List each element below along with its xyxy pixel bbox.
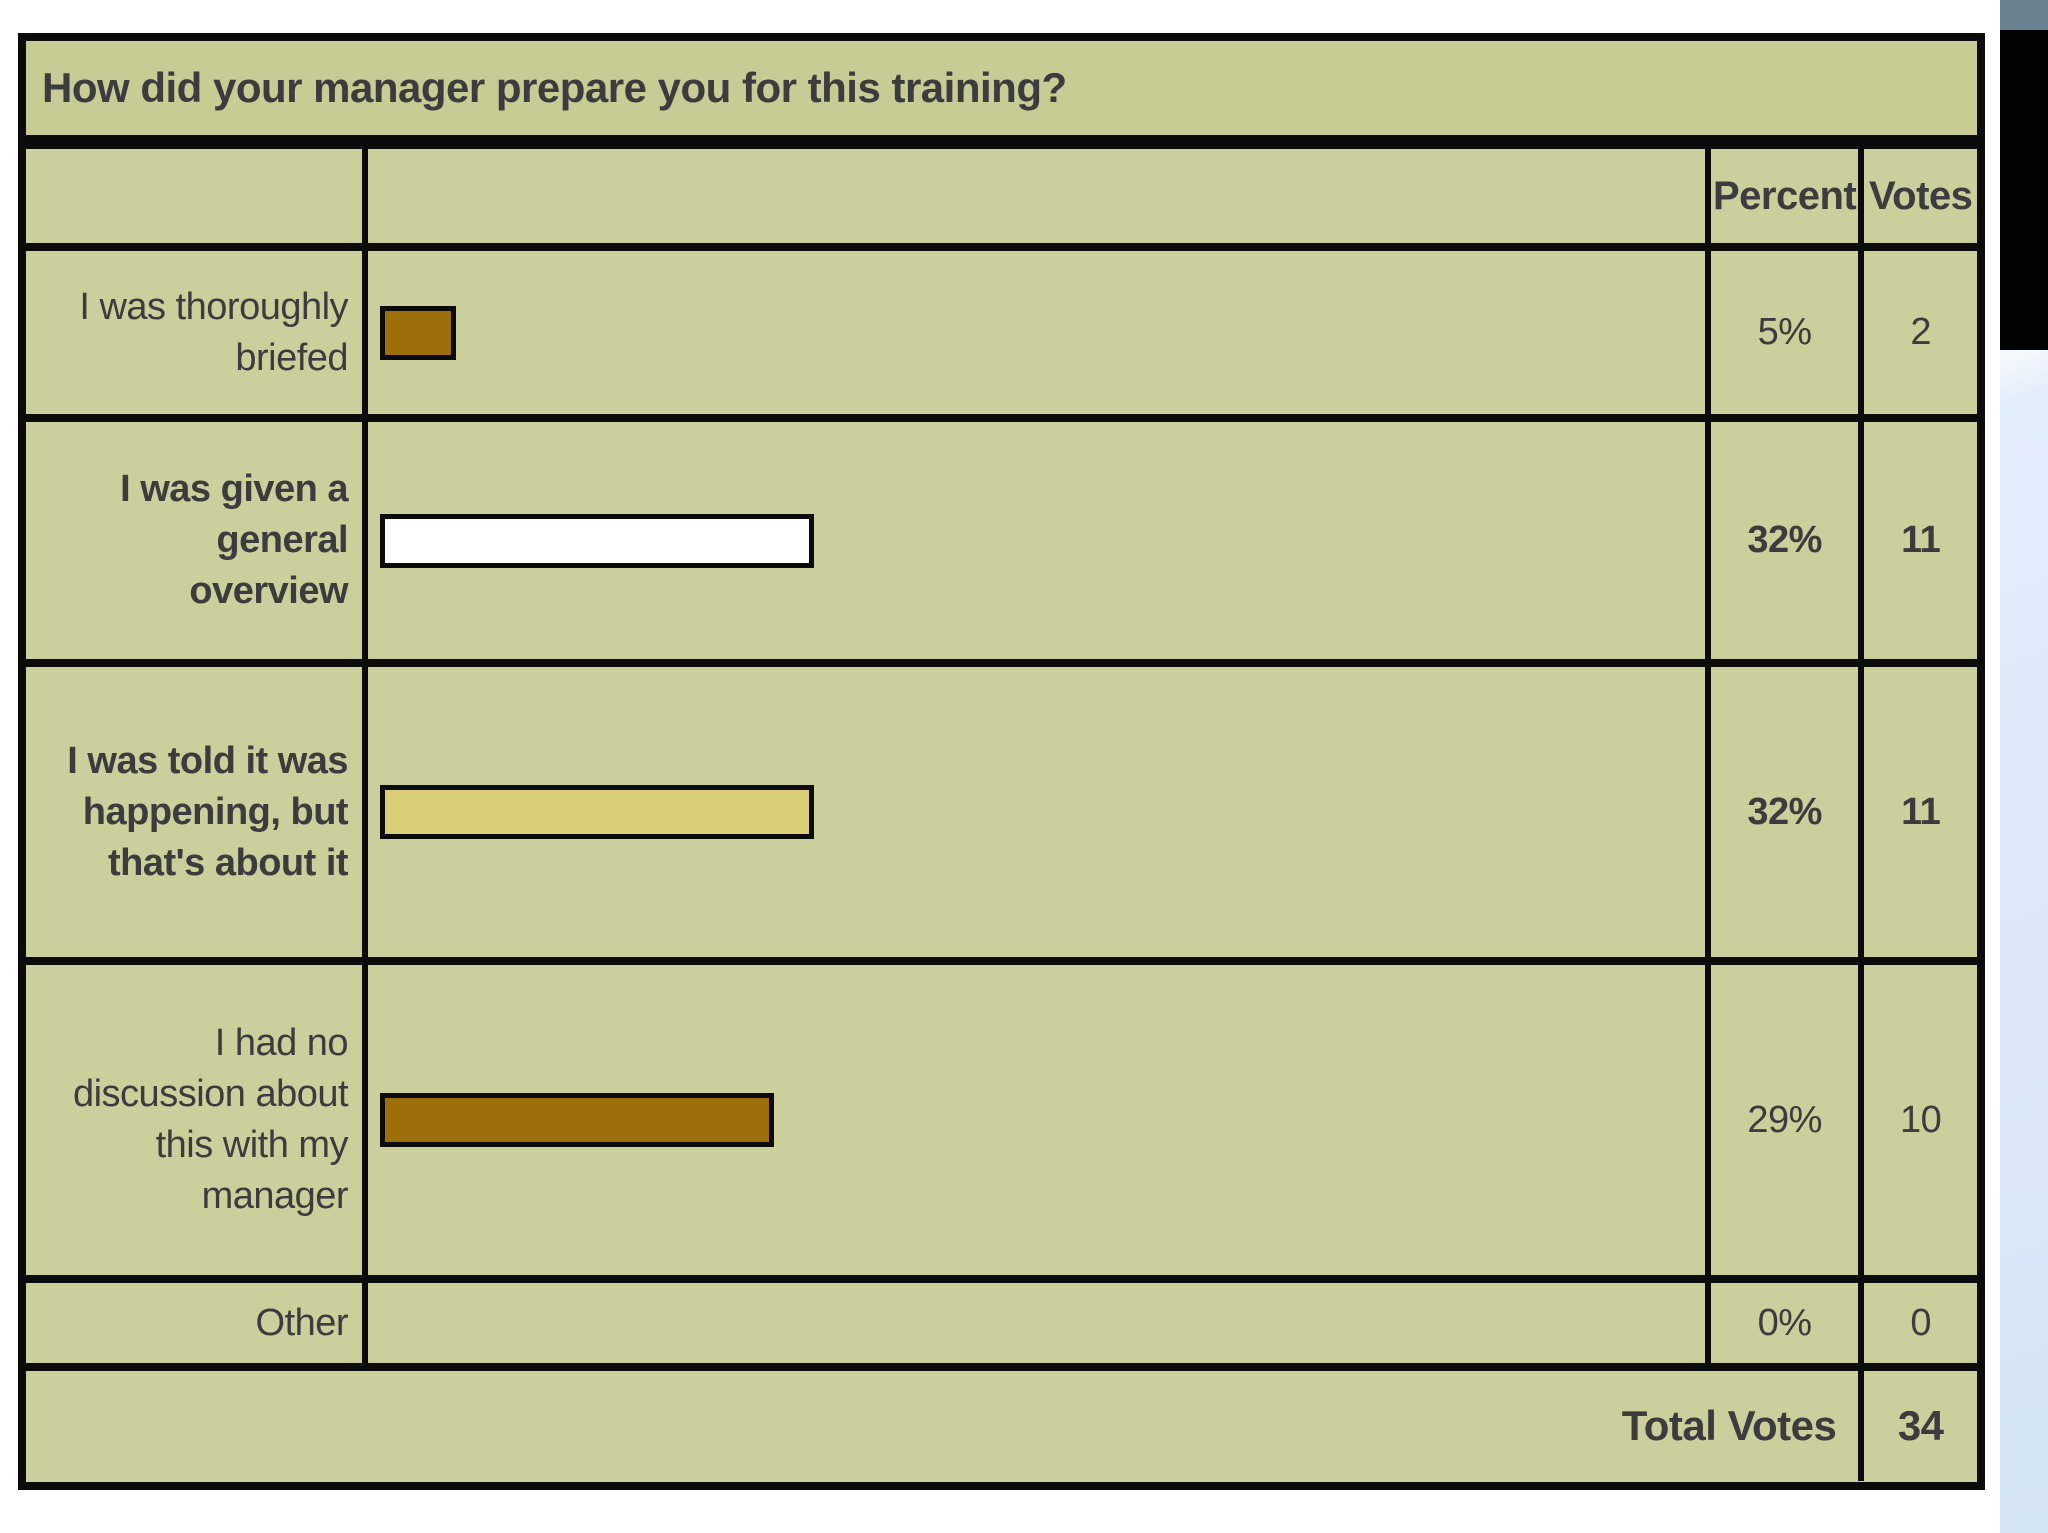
header-votes: Votes (1858, 149, 1977, 243)
bar-cell (362, 422, 1705, 659)
result-bar (380, 1093, 775, 1147)
row-label: Other (255, 1301, 349, 1344)
slide-edge-strip (2000, 0, 2048, 1533)
total-votes-value: 34 (1858, 1371, 1977, 1481)
percent-value: 5% (1704, 251, 1859, 414)
table-row: I was thoroughly briefed 5% 2 (26, 251, 1977, 422)
result-bar (380, 305, 457, 360)
percent-value: 32% (1704, 667, 1859, 957)
bar-cell (362, 667, 1705, 957)
table-row: I was told it was happening, but that's … (26, 667, 1977, 965)
votes-value: 2 (1858, 251, 1977, 414)
bar-cell (362, 965, 1705, 1275)
total-votes-label: Total Votes (1621, 1402, 1837, 1449)
row-label: I was told it was happening, but that's … (67, 739, 349, 884)
bar-cell (362, 1283, 1705, 1363)
table-row: I was given a general overview 32% 11 (26, 422, 1977, 667)
header-label-cell (26, 149, 362, 243)
votes-value: 11 (1858, 422, 1977, 659)
table-row: I had no discussion about this with my m… (26, 965, 1977, 1283)
row-label: I was thoroughly briefed (79, 285, 349, 379)
percent-value: 0% (1704, 1283, 1859, 1363)
votes-value: 0 (1858, 1283, 1977, 1363)
total-row: Total Votes 34 (26, 1371, 1977, 1481)
strip-blue-block (2000, 350, 2048, 1533)
percent-value: 32% (1704, 422, 1859, 659)
votes-value: 10 (1858, 965, 1977, 1275)
poll-question-title: How did your manager prepare you for thi… (26, 41, 1977, 149)
table-row: Other 0% 0 (26, 1283, 1977, 1371)
result-bar (380, 785, 814, 839)
bar-cell (362, 251, 1705, 414)
result-bar (380, 513, 814, 568)
percent-value: 29% (1704, 965, 1859, 1275)
header-percent: Percent (1704, 149, 1859, 243)
poll-results-table: How did your manager prepare you for thi… (18, 33, 1985, 1490)
row-label: I was given a general overview (120, 468, 349, 612)
votes-value: 11 (1858, 667, 1977, 957)
table-header-row: Percent Votes (26, 149, 1977, 251)
row-label: I had no discussion about this with my m… (72, 1022, 349, 1217)
strip-black-block (2000, 30, 2048, 350)
strip-gray-block (2000, 0, 2048, 30)
header-bar-cell (362, 149, 1705, 243)
